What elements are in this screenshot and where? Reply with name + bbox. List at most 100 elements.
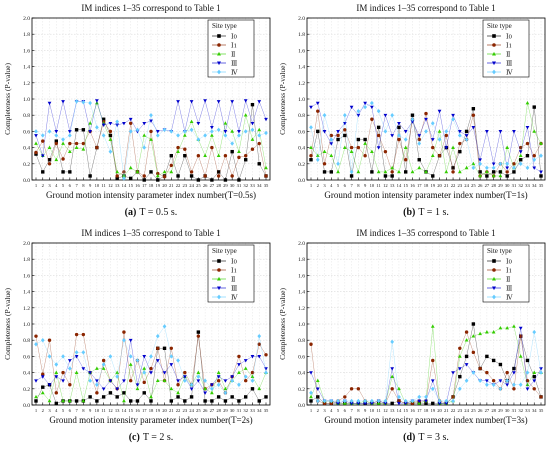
data-point <box>34 134 38 138</box>
data-point <box>363 104 367 110</box>
data-point <box>329 401 333 406</box>
x-tick-label: 16 <box>410 408 415 413</box>
data-point <box>122 391 126 395</box>
data-point <box>149 129 153 134</box>
data-point <box>356 137 361 142</box>
data-point <box>88 174 92 178</box>
x-tick-label: 17 <box>417 408 422 413</box>
data-point <box>519 158 523 162</box>
data-point <box>457 169 462 174</box>
data-point <box>431 174 435 178</box>
x-tick-label: 20 <box>162 183 167 188</box>
data-point <box>169 154 173 158</box>
data-point <box>505 145 510 149</box>
data-point <box>230 100 235 104</box>
chart-panel-b: IM indices 1–35 correspond to Table 1 0.0… <box>275 0 550 225</box>
x-tick-label: 28 <box>216 408 221 413</box>
data-point <box>122 337 126 343</box>
data-point <box>322 130 327 134</box>
data-point <box>142 121 147 126</box>
x-tick-label: 27 <box>210 408 215 413</box>
data-point <box>464 363 469 367</box>
data-point <box>410 117 415 122</box>
y-tick-label: 1.0 <box>298 97 305 103</box>
data-point <box>525 101 530 105</box>
data-point <box>162 127 167 132</box>
data-point <box>156 171 160 176</box>
x-tick-label: 11 <box>376 408 381 413</box>
data-point <box>329 170 333 174</box>
x-tick-label: 7 <box>75 408 78 413</box>
data-point <box>81 100 86 105</box>
data-point <box>478 170 482 174</box>
data-point <box>210 399 214 403</box>
data-point <box>115 119 120 124</box>
data-point <box>223 399 228 403</box>
x-axis-label: Ground motion intensity parameter index … <box>46 190 256 200</box>
data-point <box>230 378 235 383</box>
x-tick-label: 24 <box>189 408 194 413</box>
data-point <box>95 382 99 387</box>
data-point <box>142 174 146 178</box>
data-point <box>322 170 327 174</box>
data-point <box>485 379 489 383</box>
data-point <box>404 158 408 162</box>
caption-text: T = 1 s. <box>418 207 448 218</box>
x-tick-label: 30 <box>505 408 510 413</box>
chart-title: IM indices 1–35 correspond to Table 1 <box>81 3 220 13</box>
data-point <box>336 137 340 142</box>
data-point <box>61 137 65 142</box>
data-point <box>41 372 45 376</box>
data-point <box>539 367 543 371</box>
data-point <box>243 129 248 134</box>
data-point <box>315 157 320 162</box>
data-point <box>169 129 174 134</box>
legend-marker <box>492 268 496 272</box>
data-point <box>74 355 79 359</box>
data-point <box>176 145 180 150</box>
x-tick-label: 7 <box>350 408 353 413</box>
legend-marker <box>492 34 496 38</box>
data-point <box>182 129 187 134</box>
x-tick-label: 3 <box>323 408 326 413</box>
x-tick-label: 22 <box>176 408 181 413</box>
data-point <box>471 107 476 111</box>
data-point <box>61 157 65 161</box>
data-point <box>370 117 374 121</box>
x-tick-label: 10 <box>95 408 100 413</box>
data-point <box>397 121 401 126</box>
data-point <box>356 398 361 404</box>
data-point <box>210 390 214 395</box>
x-tick-label: 31 <box>237 183 242 188</box>
data-point <box>264 370 268 375</box>
x-tick-label: 2 <box>42 183 45 188</box>
data-point <box>532 374 536 379</box>
chart-svg: IM indices 1–35 correspond to Table 1 0.0… <box>278 3 546 218</box>
data-point <box>363 402 367 406</box>
x-tick-label: 9 <box>364 408 367 413</box>
data-point <box>47 398 52 403</box>
data-point <box>74 145 79 149</box>
data-point <box>95 366 99 370</box>
y-tick-label: 1.6 <box>298 48 305 54</box>
x-tick-label: 14 <box>122 183 127 188</box>
data-point <box>122 330 126 334</box>
data-point <box>471 113 476 117</box>
x-tick-label: 17 <box>142 183 147 188</box>
data-point <box>95 399 99 403</box>
data-point <box>237 363 241 367</box>
data-point <box>135 386 140 391</box>
x-tick-label: 26 <box>478 183 483 188</box>
data-point <box>67 398 72 403</box>
data-point <box>539 153 543 158</box>
data-point <box>410 401 415 406</box>
data-point <box>40 337 45 343</box>
data-point <box>431 358 435 363</box>
data-point <box>539 395 543 399</box>
chart-title: IM indices 1–35 correspond to Table 1 <box>356 3 495 13</box>
data-point <box>101 117 106 121</box>
data-point <box>34 129 38 134</box>
data-point <box>410 398 415 404</box>
x-tick-label: 28 <box>216 183 221 188</box>
data-point <box>518 326 523 331</box>
